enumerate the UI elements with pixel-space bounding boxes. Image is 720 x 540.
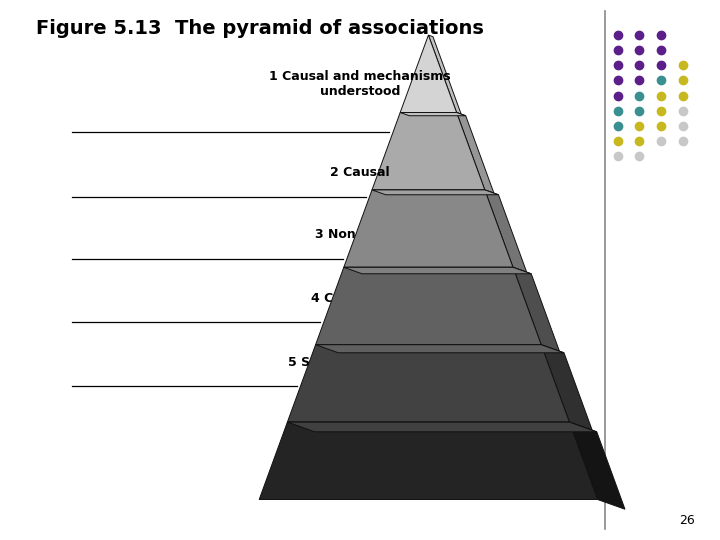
Text: 1 Causal and mechanisms
understood: 1 Causal and mechanisms understood (269, 70, 451, 98)
Text: 2 Causal: 2 Causal (330, 166, 390, 179)
Text: 3 Non-causal: 3 Non-causal (315, 228, 405, 241)
Polygon shape (315, 267, 541, 345)
Polygon shape (287, 345, 570, 422)
Polygon shape (344, 267, 531, 274)
Text: 6 Chance: 6 Chance (328, 426, 392, 438)
Text: 26: 26 (679, 514, 695, 526)
Polygon shape (344, 190, 513, 267)
Polygon shape (259, 422, 598, 500)
Text: Figure 5.13  The pyramid of associations: Figure 5.13 The pyramid of associations (36, 19, 484, 38)
Text: 4 Confounded: 4 Confounded (311, 292, 409, 305)
Polygon shape (485, 190, 526, 272)
Polygon shape (400, 112, 466, 116)
Polygon shape (315, 345, 564, 353)
Text: 5 Spurious / artefact: 5 Spurious / artefact (288, 356, 432, 369)
Polygon shape (456, 112, 494, 193)
Polygon shape (513, 267, 559, 351)
Polygon shape (372, 190, 498, 195)
Polygon shape (541, 345, 592, 430)
Polygon shape (372, 112, 485, 190)
Polygon shape (570, 422, 625, 509)
Polygon shape (287, 422, 597, 432)
Polygon shape (428, 35, 461, 114)
Polygon shape (400, 35, 456, 112)
